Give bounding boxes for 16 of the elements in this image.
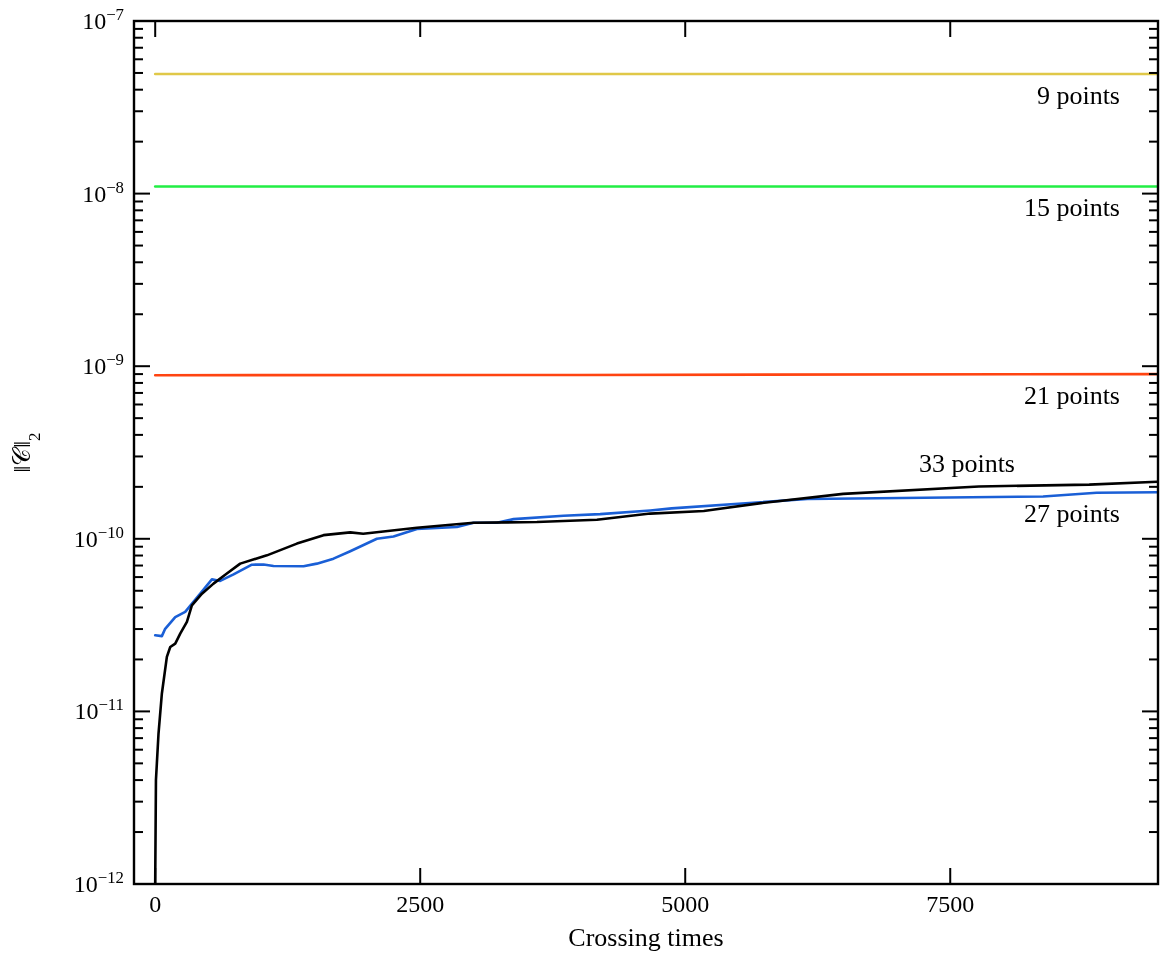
y-tick-label: 10$^{−7}$	[82, 4, 124, 34]
x-tick-label: 2500	[396, 891, 445, 917]
y-tick-label: 10$^{−11}$	[74, 694, 124, 725]
y-tick-label: 10$^{−10}$	[73, 522, 124, 552]
annotation: 9 points	[1036, 81, 1120, 111]
annotation: 33 points	[918, 448, 1015, 478]
y-tick-label: 10$^{−12}$	[73, 867, 124, 897]
x-tick-label: 0	[149, 891, 162, 917]
x-tick-label: 5000	[661, 891, 710, 917]
annotation: 15 points	[1023, 193, 1120, 223]
annotation: 21 points	[1023, 381, 1120, 411]
annotation: 27 points	[1023, 499, 1120, 529]
y-tick-label: 10$^{−8}$	[82, 177, 124, 207]
y-tick-label: 10$^{−9}$	[82, 349, 124, 380]
x-axis-title: Crossing times	[568, 923, 724, 952]
x-tick-label: 7500	[926, 891, 975, 917]
